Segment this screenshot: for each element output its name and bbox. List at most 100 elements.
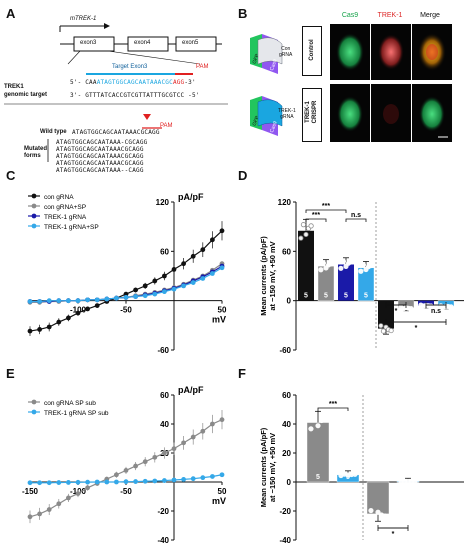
legend-label: con gRNA (44, 194, 74, 201)
data-point (46, 480, 52, 486)
data-point (142, 478, 148, 484)
data-point (142, 293, 148, 299)
data-point (56, 319, 62, 325)
data-point (133, 463, 139, 469)
sig-label: *** (322, 203, 330, 210)
y-axis-title: pA/pF (178, 192, 204, 202)
panel-label-c: C (6, 168, 16, 183)
data-point (171, 267, 177, 272)
data-point (162, 478, 167, 483)
data-point (210, 271, 215, 276)
data-point (123, 291, 129, 297)
y-tick-label: 120 (156, 198, 170, 207)
n-label: 5 (316, 474, 320, 481)
data-point (66, 315, 71, 321)
data-point (152, 291, 158, 297)
data-point (46, 324, 52, 330)
data-dot (382, 513, 388, 519)
row-box-control (302, 26, 322, 76)
data-point (162, 289, 167, 295)
pam-label-2: PAM (160, 123, 173, 129)
x-tick-label: 50 (218, 306, 227, 315)
sig-bracket (305, 209, 347, 213)
sig-label: * (392, 531, 395, 538)
data-point (123, 479, 129, 485)
data-point (219, 417, 225, 423)
plasmid-crispr (250, 96, 283, 136)
data-point (190, 434, 196, 440)
data-point (56, 480, 62, 485)
panel-label-f: F (238, 366, 246, 381)
legend-label: TREK-1 gRNA SP sub (44, 410, 109, 417)
y-tick-label: 0 (287, 478, 292, 487)
x-tick-label: -50 (120, 487, 132, 496)
data-point (114, 472, 119, 478)
col-trek1: TREK-1 (377, 12, 403, 19)
diagram1-grna: Con gRNA (279, 46, 293, 58)
data-point (210, 237, 215, 243)
data-point (37, 511, 42, 517)
legend-marker (31, 223, 37, 229)
data-dot (412, 478, 418, 484)
genomic-top-strand: 5'- CAAATAGTGGCAGCAATAAACGCAGG-3' (70, 79, 196, 86)
sig-label: *** (329, 401, 337, 408)
y-tick-label: -60 (279, 346, 291, 355)
y-tick-label: -40 (279, 536, 291, 545)
data-point (152, 454, 158, 460)
data-dot (388, 327, 394, 334)
data-dot (368, 262, 374, 269)
data-dot (360, 262, 367, 268)
mutated-seq: ATAGTGGCAGCAATAAACGCAGG (56, 146, 144, 153)
y-axis-title: at −150 mV, +50 mV (268, 241, 277, 310)
data-point (171, 286, 177, 292)
data-dot (298, 235, 304, 241)
data-point (123, 468, 129, 473)
data-point (133, 287, 139, 293)
data-dot (320, 260, 327, 266)
data-dot (375, 509, 381, 515)
y-tick-label: 120 (278, 198, 292, 207)
data-dot (322, 415, 328, 421)
legend-marker (31, 193, 37, 199)
data-point (104, 296, 110, 302)
data-point (152, 278, 158, 284)
data-point (210, 421, 215, 427)
data-dot (315, 423, 321, 429)
y-tick-label: 40 (160, 420, 169, 429)
data-point (27, 328, 33, 334)
y-tick-label: 60 (160, 247, 169, 256)
sig-bracket (345, 218, 367, 222)
data-point (94, 297, 100, 303)
gene-name: mTREK-1 (70, 16, 97, 22)
sig-bracket (425, 302, 447, 306)
cell-cas9-control (336, 33, 364, 71)
genomic-bottom-strand: 3'- GTTTATCACCGTCGTTATTTGCGTCC -5' (70, 92, 200, 99)
data-dot (378, 323, 384, 329)
n-label: 5 (304, 293, 308, 300)
data-dot (448, 304, 454, 310)
exon3-label: exon3 (80, 40, 97, 46)
cell-trek-control (378, 34, 404, 70)
sig-bracket (317, 407, 349, 411)
data-point (190, 253, 196, 259)
data-dot (368, 507, 374, 514)
data-point (171, 446, 177, 452)
data-dot (358, 268, 364, 274)
data-point (75, 491, 81, 496)
data-point (75, 310, 81, 316)
sig-label: n.s (431, 308, 441, 315)
data-point (114, 479, 119, 485)
data-point (46, 298, 52, 304)
data-point (94, 303, 100, 308)
data-point (133, 479, 139, 484)
wild-type-seq: ATAGTGGCAGCAATAAACGCAGG (72, 129, 160, 136)
data-point (27, 514, 33, 520)
x-tick-label: 50 (218, 487, 227, 496)
n-label: 5 (344, 293, 348, 300)
mutated-seq: ATAGTGGCAGCAATAAA-CGCAGG (56, 139, 148, 146)
data-point (75, 479, 81, 485)
target-label: Target Exon3 (112, 64, 148, 70)
data-dot (318, 267, 324, 273)
data-dot (300, 222, 307, 228)
mutated-seq: ATAGTGGCAGCAATAAACGCAGG (56, 153, 144, 160)
